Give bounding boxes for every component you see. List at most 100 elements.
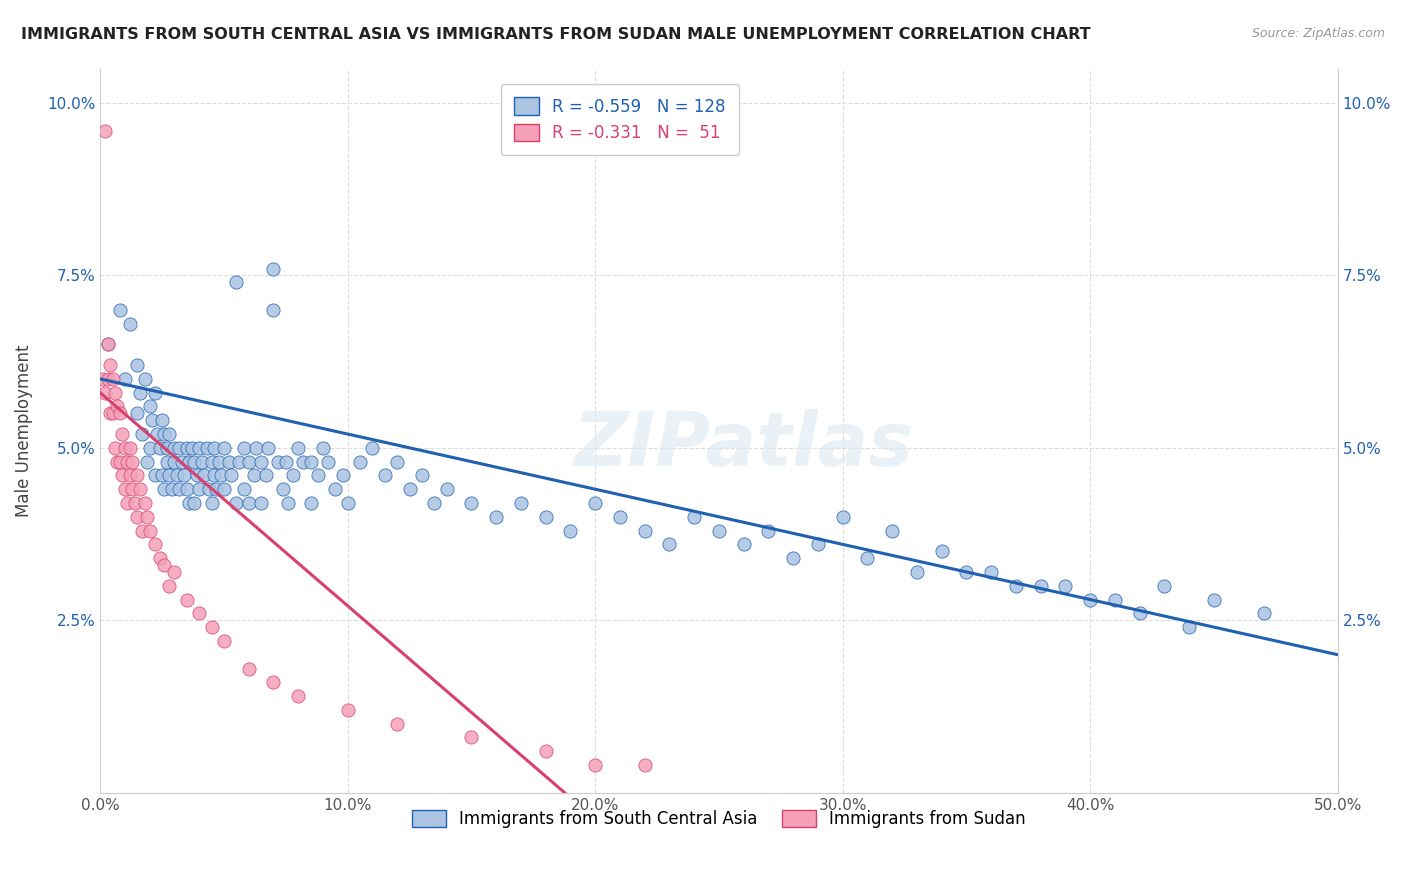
Point	[212, 634, 235, 648]
Point	[190, 455, 212, 469]
Point	[733, 537, 755, 551]
Point	[299, 496, 322, 510]
Point	[179, 496, 201, 510]
Point	[202, 441, 225, 455]
Point	[202, 468, 225, 483]
Point	[980, 565, 1002, 579]
Point	[153, 482, 176, 496]
Point	[118, 317, 141, 331]
Point	[205, 482, 228, 496]
Point	[228, 455, 250, 469]
Point	[411, 468, 433, 483]
Point	[117, 455, 139, 469]
Point	[94, 385, 117, 400]
Point	[349, 455, 371, 469]
Point	[127, 406, 149, 420]
Point	[955, 565, 977, 579]
Point	[385, 455, 408, 469]
Point	[361, 441, 384, 455]
Point	[108, 302, 131, 317]
Point	[111, 468, 134, 483]
Point	[136, 455, 159, 469]
Point	[138, 441, 160, 455]
Point	[232, 482, 254, 496]
Point	[186, 468, 208, 483]
Point	[136, 509, 159, 524]
Point	[609, 509, 631, 524]
Point	[245, 441, 267, 455]
Point	[683, 509, 706, 524]
Point	[134, 496, 156, 510]
Point	[138, 524, 160, 538]
Point	[534, 744, 557, 758]
Point	[292, 455, 315, 469]
Point	[423, 496, 446, 510]
Point	[560, 524, 582, 538]
Point	[169, 482, 191, 496]
Point	[163, 565, 186, 579]
Point	[218, 455, 240, 469]
Point	[169, 441, 191, 455]
Point	[1104, 592, 1126, 607]
Point	[485, 509, 508, 524]
Point	[1078, 592, 1101, 607]
Point	[905, 565, 928, 579]
Point	[271, 482, 294, 496]
Point	[114, 441, 136, 455]
Point	[262, 302, 284, 317]
Point	[146, 427, 169, 442]
Point	[107, 455, 129, 469]
Point	[658, 537, 681, 551]
Point	[131, 427, 153, 442]
Point	[127, 358, 149, 372]
Point	[163, 455, 186, 469]
Point	[118, 468, 141, 483]
Point	[232, 441, 254, 455]
Point	[436, 482, 458, 496]
Point	[156, 441, 179, 455]
Point	[173, 468, 195, 483]
Point	[179, 455, 201, 469]
Point	[117, 496, 139, 510]
Point	[374, 468, 396, 483]
Point	[398, 482, 420, 496]
Point	[150, 468, 173, 483]
Legend: Immigrants from South Central Asia, Immigrants from Sudan: Immigrants from South Central Asia, Immi…	[405, 804, 1032, 835]
Point	[209, 468, 232, 483]
Point	[121, 455, 143, 469]
Point	[148, 551, 170, 566]
Point	[460, 496, 482, 510]
Point	[114, 482, 136, 496]
Point	[200, 496, 222, 510]
Point	[225, 496, 247, 510]
Point	[124, 496, 146, 510]
Point	[200, 620, 222, 634]
Point	[131, 524, 153, 538]
Point	[1253, 607, 1275, 621]
Point	[267, 455, 290, 469]
Point	[323, 482, 346, 496]
Point	[221, 468, 243, 483]
Point	[183, 455, 205, 469]
Point	[188, 482, 211, 496]
Point	[141, 413, 163, 427]
Point	[212, 441, 235, 455]
Point	[250, 455, 273, 469]
Point	[257, 441, 280, 455]
Point	[160, 482, 183, 496]
Point	[104, 441, 127, 455]
Point	[98, 406, 121, 420]
Point	[176, 482, 198, 496]
Point	[1029, 579, 1052, 593]
Point	[238, 496, 260, 510]
Point	[128, 385, 150, 400]
Text: ZIPatlas: ZIPatlas	[574, 409, 914, 482]
Point	[782, 551, 804, 566]
Point	[96, 337, 118, 351]
Text: Source: ZipAtlas.com: Source: ZipAtlas.com	[1251, 27, 1385, 40]
Point	[831, 509, 853, 524]
Y-axis label: Male Unemployment: Male Unemployment	[15, 344, 32, 516]
Point	[583, 758, 606, 772]
Point	[159, 579, 181, 593]
Point	[385, 716, 408, 731]
